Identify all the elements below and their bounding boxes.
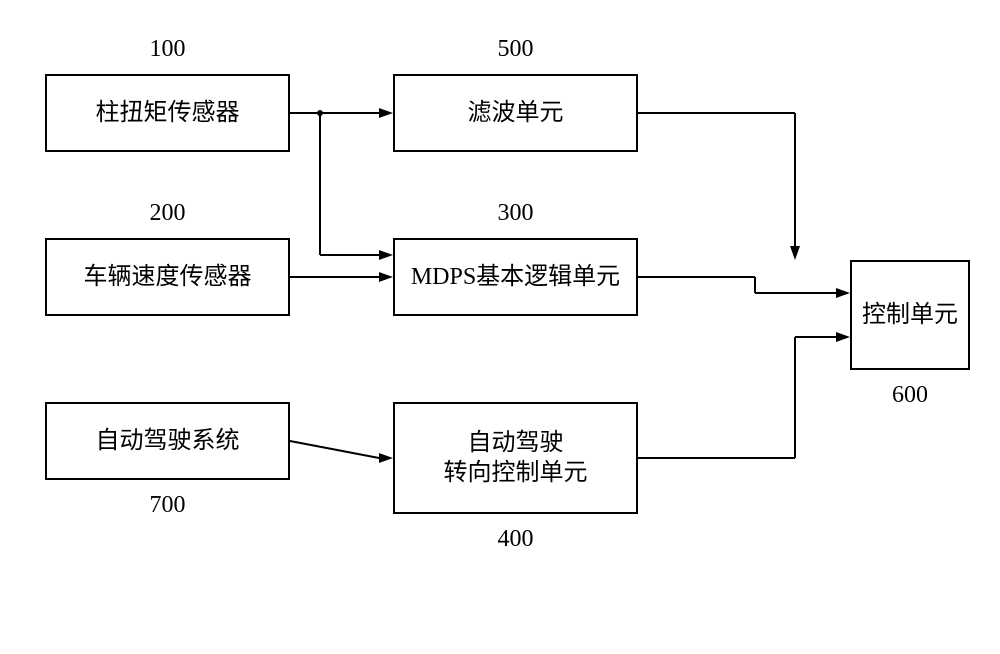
- caption-text: 200: [150, 200, 186, 226]
- arrow-head-icon: [379, 108, 393, 118]
- block-n400: 自动驾驶 转向控制单元: [393, 402, 638, 514]
- caption-c200: 200: [128, 200, 208, 227]
- caption-text: 100: [150, 36, 186, 62]
- block-label: 滤波单元: [468, 98, 564, 128]
- block-label: 自动驾驶系统: [96, 426, 240, 456]
- arrow-head-icon: [836, 288, 850, 298]
- arrow-head-icon: [379, 272, 393, 282]
- block-n700: 自动驾驶系统: [45, 402, 290, 480]
- caption-c700: 700: [128, 492, 208, 519]
- block-n300: MDPS基本逻辑单元: [393, 238, 638, 316]
- caption-c300: 300: [476, 200, 556, 227]
- block-label: MDPS基本逻辑单元: [411, 262, 620, 292]
- caption-c600: 600: [870, 382, 950, 409]
- arrow-head-icon: [379, 453, 393, 463]
- caption-text: 500: [498, 36, 534, 62]
- caption-text: 700: [150, 492, 186, 518]
- arrow-head-icon: [790, 246, 800, 260]
- caption-c100: 100: [128, 36, 208, 63]
- arrow-head-icon: [836, 332, 850, 342]
- block-label: 柱扭矩传感器: [96, 98, 240, 128]
- caption-c400: 400: [476, 526, 556, 553]
- block-label: 自动驾驶 转向控制单元: [444, 428, 588, 488]
- caption-text: 400: [498, 526, 534, 552]
- block-n600: 控制单元: [850, 260, 970, 370]
- caption-text: 600: [892, 382, 928, 408]
- block-n500: 滤波单元: [393, 74, 638, 152]
- caption-text: 300: [498, 200, 534, 226]
- block-n200: 车辆速度传感器: [45, 238, 290, 316]
- block-label: 车辆速度传感器: [84, 262, 252, 292]
- arrow-head-icon: [379, 250, 393, 260]
- block-n100: 柱扭矩传感器: [45, 74, 290, 152]
- edge-segment: [290, 441, 379, 458]
- block-label: 控制单元: [862, 300, 958, 330]
- caption-c500: 500: [476, 36, 556, 63]
